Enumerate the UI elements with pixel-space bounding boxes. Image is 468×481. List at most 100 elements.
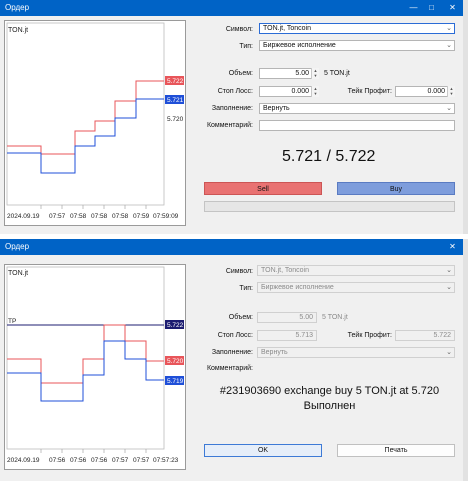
fill-select[interactable]: Вернуть ⌄ [259,103,455,114]
close-icon[interactable]: ✕ [449,242,456,251]
tp-price-tag [165,320,184,329]
comment-label: Комментарий: [206,365,253,372]
volume-note: 5 TON.jt [322,314,348,321]
chevron-down-icon: ⌄ [446,42,452,49]
type-select[interactable]: Биржевое исполнение ⌄ [259,40,455,51]
stop-loss-value: 5.713 [295,332,313,339]
window-title: Ордер [5,3,30,12]
buy-button[interactable]: Buy [337,182,455,195]
ask-price-label: 5.720 [167,358,184,365]
time-ticks [40,205,147,209]
time-label: 07:57 [133,457,150,464]
tp-price-label: 5.722 [167,322,184,329]
fill-value: Вернуть [261,349,288,356]
volume-label: Объем: [228,70,253,77]
take-profit-value: 0.000 [427,88,445,95]
time-label: 07:57 [112,457,129,464]
title-bar: Ордер ✕ [0,239,468,255]
chart-plot-area [6,22,165,206]
volume-value: 5.00 [299,314,313,321]
time-label: 07:57 [49,213,66,220]
ask-line [7,80,164,155]
fill-label: Заполнение: [211,105,253,112]
bid-price-label: 5.719 [167,378,184,385]
result-message: #231903690 exchange buy 5 TON.jt at 5.72… [219,385,440,397]
take-profit-input: 5.722 [395,330,455,341]
status-bar [204,201,455,212]
ask-price-tag [165,76,184,85]
time-label: 07:58 [70,213,87,220]
symbol-select[interactable]: TON.jt, Toncoin ⌄ [259,23,455,34]
comment-label: Комментарий: [206,122,253,129]
tick-chart-svg: TON.jt TP 5.722 5.720 5.719 2024.09.19 0… [6,266,184,464]
stop-loss-label: Стоп Лосс: [217,332,253,339]
chart-plot-area [6,266,165,450]
volume-input: 5.00 [257,312,317,323]
time-label: 07:57:23 [153,457,179,464]
tick-chart[interactable]: TON.jt TP 5.722 5.720 5.719 2024.09.19 0… [4,264,186,470]
take-profit-label: Тейк Профит: [347,332,392,339]
comment-input[interactable] [259,120,455,131]
order-window-1: Ордер — □ ✕ TON.jt 5.722 5.721 5.720 202… [0,0,468,234]
stop-loss-value: 0.000 [291,88,309,95]
symbol-label: Символ: [225,26,253,33]
time-label: 07:56 [70,457,87,464]
volume-label: Объем: [228,314,253,321]
time-label: 07:59:09 [153,213,179,220]
take-profit-value: 5.722 [433,332,451,339]
time-label: 07:59 [133,213,150,220]
symbol-value: TON.jt, Toncoin [261,267,309,274]
chevron-down-icon: ⌄ [446,284,452,291]
fill-value: Вернуть [263,105,290,112]
scrollbar[interactable] [463,0,468,234]
tick-chart[interactable]: TON.jt 5.722 5.721 5.720 2024.09.19 07:5… [4,20,186,226]
symbol-select: TON.jt, Toncoin ⌄ [257,265,455,276]
chevron-down-icon: ⌄ [446,349,452,356]
tp-marker: TP [8,318,16,325]
volume-input[interactable]: 5.00 ▲ ▼ [259,68,319,79]
type-select: Биржевое исполнение ⌄ [257,282,455,293]
window-title: Ордер [5,242,30,251]
ok-button[interactable]: OK [204,444,322,457]
price-scale-label: 5.720 [167,116,184,123]
ask-line [7,324,164,384]
type-label: Тип: [239,43,253,50]
minimize-icon[interactable]: — [409,3,418,12]
time-label: 2024.09.19 [7,457,40,464]
close-icon[interactable]: ✕ [449,3,456,12]
ask-price-label: 5.722 [167,78,184,85]
time-label: 07:58 [112,213,129,220]
chart-symbol-label: TON.jt [8,270,28,277]
sell-button[interactable]: Sell [204,182,322,195]
stop-loss-input[interactable]: 0.000 ▲ ▼ [259,86,319,97]
stop-loss-spinner[interactable]: ▲ ▼ [311,86,319,97]
take-profit-spinner[interactable]: ▲ ▼ [447,86,455,97]
chart-symbol-label: TON.jt [8,27,28,34]
volume-value: 5.00 [295,70,309,77]
time-ticks [40,449,147,453]
print-button[interactable]: Печать [337,444,455,457]
bid-price-label: 5.721 [167,97,184,104]
chevron-down-icon: ⌄ [446,267,452,274]
time-label: 07:56 [49,457,66,464]
maximize-icon[interactable]: □ [429,3,434,12]
symbol-value: TON.jt, Toncoin [263,25,311,32]
stop-loss-label: Стоп Лосс: [217,88,253,95]
symbol-label: Символ: [225,268,253,275]
scrollbar[interactable] [463,239,468,481]
take-profit-label: Тейк Профит: [347,88,392,95]
order-window-2: Ордер ✕ TON.jt TP 5.722 5.720 5.719 2024… [0,239,468,481]
time-label: 07:56 [91,457,108,464]
chevron-down-icon: ⌄ [446,25,452,32]
title-bar: Ордер — □ ✕ [0,0,468,16]
take-profit-input[interactable]: 0.000 ▲ ▼ [395,86,455,97]
fill-label: Заполнение: [211,349,253,356]
volume-spinner[interactable]: ▲ ▼ [311,68,319,79]
chevron-down-icon: ⌄ [446,105,452,112]
bid-line [7,98,164,174]
time-label: 07:58 [91,213,108,220]
bid-price-tag [165,376,184,385]
stop-loss-input: 5.713 [257,330,317,341]
type-value: Биржевое исполнение [263,42,336,49]
type-value: Биржевое исполнение [261,284,334,291]
